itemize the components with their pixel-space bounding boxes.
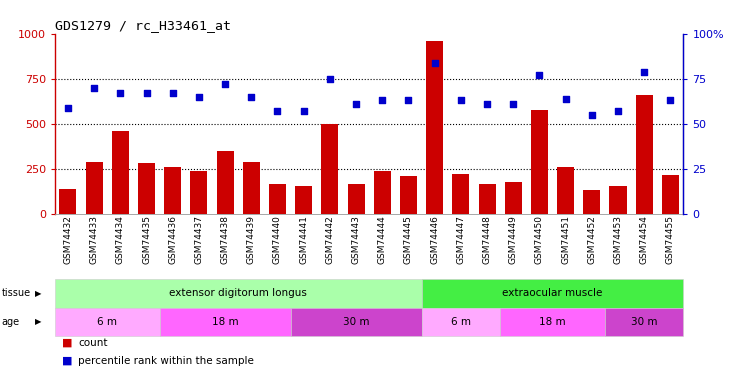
Point <box>481 101 493 107</box>
Point <box>638 69 650 75</box>
Point <box>612 108 624 114</box>
Point <box>507 101 519 107</box>
Text: 18 m: 18 m <box>539 316 566 327</box>
Bar <box>636 95 653 214</box>
Text: ▶: ▶ <box>35 317 42 326</box>
Text: GDS1279 / rc_H33461_at: GDS1279 / rc_H33461_at <box>55 19 231 32</box>
Bar <box>347 184 365 214</box>
Bar <box>164 167 181 214</box>
Bar <box>295 186 312 214</box>
Text: ■: ■ <box>62 356 72 366</box>
Text: percentile rank within the sample: percentile rank within the sample <box>78 356 254 366</box>
Text: 18 m: 18 m <box>212 316 238 327</box>
Bar <box>269 184 286 214</box>
Point <box>429 60 441 66</box>
Text: extraocular muscle: extraocular muscle <box>502 288 602 298</box>
Point <box>534 72 545 78</box>
Point <box>664 98 676 104</box>
Text: 30 m: 30 m <box>631 316 657 327</box>
Bar <box>322 124 338 214</box>
Bar <box>243 162 260 214</box>
Point <box>115 90 126 96</box>
Text: count: count <box>78 338 107 348</box>
Bar <box>583 190 600 214</box>
Bar <box>86 162 102 214</box>
Bar <box>374 171 391 214</box>
Point <box>246 94 257 100</box>
Bar <box>557 167 574 214</box>
Text: ■: ■ <box>62 338 72 348</box>
Point <box>88 85 100 91</box>
Bar <box>190 171 208 214</box>
Point <box>140 90 152 96</box>
Text: extensor digitorum longus: extensor digitorum longus <box>170 288 307 298</box>
Bar <box>426 41 443 214</box>
Point <box>403 98 414 104</box>
Point <box>560 96 572 102</box>
Bar <box>59 189 77 214</box>
Bar <box>479 184 496 214</box>
Point <box>219 81 231 87</box>
Text: 6 m: 6 m <box>451 316 471 327</box>
Point <box>376 98 388 104</box>
Bar <box>452 174 469 214</box>
Point <box>298 108 309 114</box>
Bar <box>662 175 679 214</box>
Point <box>167 90 178 96</box>
Text: 6 m: 6 m <box>97 316 117 327</box>
Point <box>455 98 466 104</box>
Point <box>324 76 336 82</box>
Text: age: age <box>1 316 20 327</box>
Text: ▶: ▶ <box>35 289 42 298</box>
Bar <box>138 164 155 214</box>
Point <box>350 101 362 107</box>
Bar <box>610 186 626 214</box>
Bar <box>112 131 129 214</box>
Bar <box>531 110 548 214</box>
Bar <box>216 151 234 214</box>
Bar <box>400 176 417 214</box>
Point <box>193 94 205 100</box>
Point <box>62 105 74 111</box>
Bar <box>504 182 522 214</box>
Text: 30 m: 30 m <box>343 316 369 327</box>
Text: tissue: tissue <box>1 288 31 298</box>
Point <box>586 112 598 118</box>
Point <box>272 108 284 114</box>
